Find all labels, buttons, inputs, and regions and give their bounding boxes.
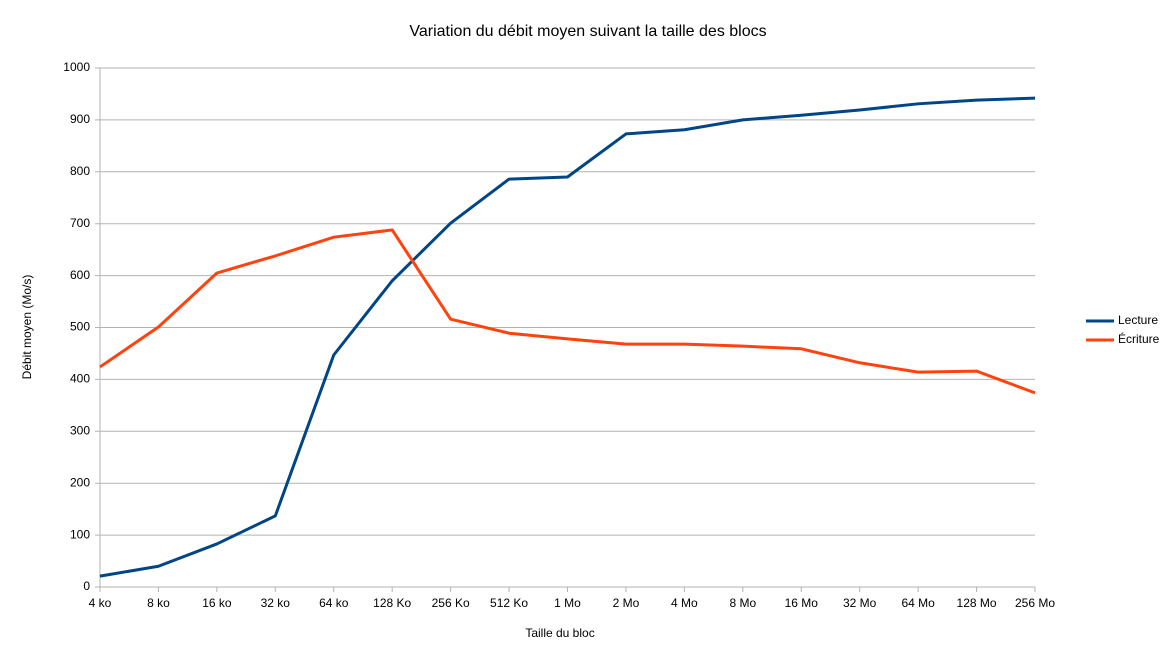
x-tick-label: 1 Mo [554,596,581,610]
y-tick-label: 600 [70,268,90,282]
y-tick-label: 1000 [63,60,90,74]
y-tick-label: 0 [83,579,90,593]
legend-label: Lecture [1118,313,1158,327]
y-tick-label: 300 [70,423,90,437]
x-tick-label: 16 Mo [785,596,819,610]
x-tick-label: 64 ko [319,596,349,610]
y-tick-label: 500 [70,320,90,334]
y-tick-label: 200 [70,475,90,489]
y-tick-label: 100 [70,527,90,541]
chart-title: Variation du débit moyen suivant la tail… [409,23,766,40]
line-series [99,96,1036,578]
legend-label: Écriture [1118,331,1160,346]
y-tick-label: 800 [70,164,90,178]
x-axis-label: Taille du bloc [525,626,594,640]
x-tick-label: 4 ko [89,596,112,610]
x-tick-label: 8 Mo [729,596,756,610]
y-axis-label: Débit moyen (Mo/s) [20,275,34,380]
x-tick-label: 32 Mo [843,596,877,610]
x-tick-label: 8 ko [147,596,170,610]
x-tick-label: 256 Ko [432,596,470,610]
line-series [99,228,1036,395]
x-tick-label: 4 Mo [671,596,698,610]
y-tick-label: 400 [70,372,90,386]
y-tick-label: 700 [70,216,90,230]
x-tick-label: 512 Ko [490,596,528,610]
x-tick-label: 128 Ko [373,596,411,610]
x-tick-label: 2 Mo [613,596,640,610]
x-tick-label: 16 ko [202,596,232,610]
y-tick-label: 900 [70,112,90,126]
x-tick-label: 256 Mo [1015,596,1055,610]
x-tick-label: 128 Mo [957,596,997,610]
x-tick-label: 32 ko [261,596,291,610]
x-tick-label: 64 Mo [901,596,935,610]
